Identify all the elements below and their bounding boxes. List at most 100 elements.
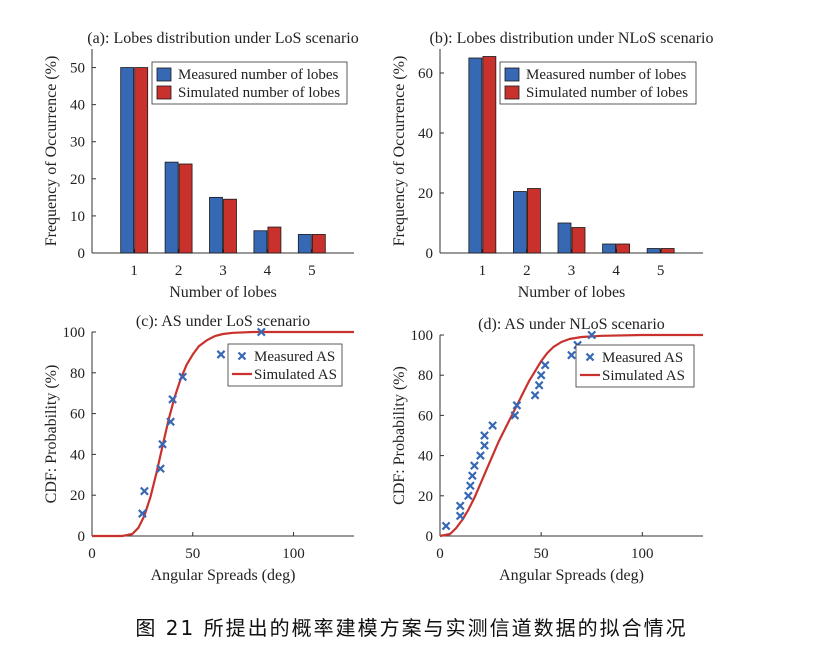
x-tick-label: 100 <box>282 546 305 562</box>
legend-box <box>227 343 343 387</box>
bar-measured-4 <box>602 243 616 254</box>
measured-point-marker <box>465 481 475 491</box>
y-tick-label: 10 <box>70 209 85 225</box>
chart-panel-3: (c): AS under LoS scenario 0 20 40 60 80 100 0 5… <box>43 313 354 584</box>
measured-point-marker <box>567 350 576 360</box>
measured-point-marker <box>587 330 597 340</box>
x-axis-label: Angular Spreads (deg) <box>499 567 644 584</box>
x-axis-label: Number of lobes <box>169 284 277 301</box>
legend-swatch <box>156 67 172 82</box>
measured-point-marker <box>530 390 540 400</box>
y-axis-label: Frequency of Occurrence (%) <box>391 56 408 247</box>
measured-point-marker <box>480 431 489 440</box>
x-tick-label: 50 <box>185 546 200 562</box>
legend-swatch <box>504 85 520 100</box>
x-tick-label: 5 <box>657 263 665 279</box>
figure-svg: (a): Lobes distribution under LoS scenar… <box>43 30 714 584</box>
chart-legend: Measured number of lobes Simulated number… <box>499 61 697 105</box>
bar-measured-2 <box>513 191 527 254</box>
measured-point-marker <box>166 417 175 427</box>
measured-point-marker <box>467 471 477 481</box>
chart-title: (d): AS under NLoS scenario <box>478 316 665 333</box>
legend-marker <box>237 351 247 361</box>
y-tick-label: 60 <box>418 408 433 424</box>
bar-measured-5 <box>297 234 312 254</box>
x-tick-label: 3 <box>568 263 576 279</box>
x-tick-label: 4 <box>264 263 272 279</box>
y-tick-label: 0 <box>426 529 434 545</box>
measured-point-marker <box>476 451 485 460</box>
legend-label: Measured number of lobes <box>526 67 687 83</box>
y-tick-label: 30 <box>70 135 85 151</box>
measured-point-marker <box>512 400 522 410</box>
measured-point-marker <box>178 372 188 382</box>
bar-measured-5 <box>646 248 661 254</box>
legend-label: Simulated number of lobes <box>178 85 340 101</box>
measured-point-marker <box>534 380 544 390</box>
measured-point-marker <box>168 394 177 404</box>
measured-point-marker <box>455 501 465 511</box>
bar-simulated-1 <box>482 56 497 254</box>
y-tick-label: 60 <box>70 407 85 423</box>
x-tick-label: 50 <box>534 546 549 562</box>
y-axis-label: CDF: Probability (%) <box>391 366 408 505</box>
y-tick-label: 0 <box>426 246 434 262</box>
y-tick-label: 20 <box>418 186 433 202</box>
measured-point-marker <box>488 421 497 430</box>
measured-point-marker <box>138 509 147 518</box>
legend-swatch <box>504 67 520 82</box>
bar-measured-1 <box>120 67 135 254</box>
x-axis-label: Number of lobes <box>518 284 626 301</box>
legend-swatch <box>156 85 172 100</box>
x-tick-label: 2 <box>523 263 531 279</box>
y-tick-label: 50 <box>70 61 85 77</box>
bar-simulated-2 <box>527 188 541 254</box>
measured-point-marker <box>536 370 546 380</box>
legend-label: Measured AS <box>254 349 335 365</box>
x-axis-label: Angular Spreads (deg) <box>151 567 296 584</box>
bar-simulated-4 <box>267 226 282 254</box>
bar-simulated-5 <box>660 248 675 254</box>
x-tick-label: 5 <box>308 263 316 279</box>
measured-point-marker <box>470 461 479 471</box>
measured-point-marker <box>540 360 550 370</box>
x-tick-label: 4 <box>612 263 620 279</box>
measured-point-marker <box>256 327 266 337</box>
bar-simulated-3 <box>571 227 586 254</box>
chart-legend: Measured AS Simulated AS <box>227 343 343 387</box>
y-tick-label: 20 <box>70 488 85 504</box>
measured-point-marker <box>455 511 465 521</box>
measured-point-marker <box>216 350 226 359</box>
y-tick-label: 80 <box>418 368 433 384</box>
x-tick-label: 2 <box>175 263 183 279</box>
x-tick-label: 1 <box>130 263 138 279</box>
measured-point-marker <box>156 464 165 474</box>
y-tick-label: 80 <box>70 366 85 382</box>
x-tick-label: 100 <box>631 546 654 562</box>
chart-title: (b): Lobes distribution under NLoS scena… <box>430 30 714 47</box>
bar-measured-3 <box>557 222 572 254</box>
x-tick-label: 0 <box>436 546 444 562</box>
bar-simulated-1 <box>134 67 149 254</box>
y-tick-label: 20 <box>418 489 433 505</box>
y-tick-label: 0 <box>78 246 86 262</box>
legend-box <box>499 61 697 105</box>
bar-measured-1 <box>468 57 483 254</box>
legend-box <box>575 344 695 388</box>
chart-legend: Measured AS Simulated AS <box>575 344 695 388</box>
x-tick-label: 3 <box>219 263 227 279</box>
measured-point-marker <box>158 439 167 449</box>
legend-label: Measured AS <box>602 350 683 366</box>
legend-label: Simulated AS <box>602 368 685 384</box>
bar-simulated-5 <box>311 234 326 254</box>
bar-simulated-2 <box>178 163 193 254</box>
y-axis-label: CDF: Probability (%) <box>43 365 60 504</box>
x-tick-label: 0 <box>88 546 96 562</box>
legend-box <box>151 61 348 105</box>
chart-panel-4: (d): AS under NLoS scenario 0 20 40 60 80 100 0… <box>391 316 703 584</box>
measured-point-marker <box>510 411 520 420</box>
x-tick-label: 1 <box>479 263 487 279</box>
bar-measured-4 <box>253 230 268 254</box>
bar-simulated-4 <box>616 243 630 254</box>
y-tick-label: 0 <box>78 529 86 545</box>
